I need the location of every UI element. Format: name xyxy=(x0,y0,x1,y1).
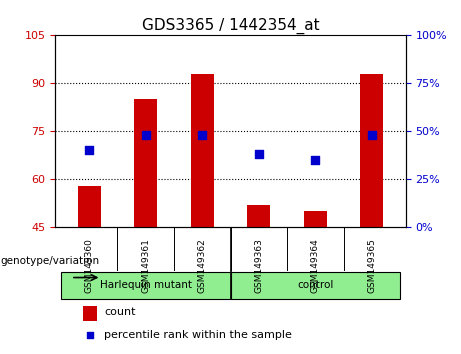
Bar xyxy=(248,205,270,227)
Text: genotype/variation: genotype/variation xyxy=(0,256,99,266)
Point xyxy=(86,148,93,153)
Text: GSM149365: GSM149365 xyxy=(367,238,376,293)
Text: GSM149363: GSM149363 xyxy=(254,238,263,293)
Point xyxy=(255,152,262,157)
Bar xyxy=(83,306,97,321)
FancyBboxPatch shape xyxy=(230,272,400,299)
Text: GSM149362: GSM149362 xyxy=(198,238,207,293)
Bar xyxy=(135,99,157,227)
Bar xyxy=(304,211,326,227)
Text: percentile rank within the sample: percentile rank within the sample xyxy=(104,330,292,340)
Point xyxy=(368,132,375,138)
Text: GSM149361: GSM149361 xyxy=(141,238,150,293)
Point xyxy=(142,132,149,138)
Title: GDS3365 / 1442354_at: GDS3365 / 1442354_at xyxy=(142,18,319,34)
Text: count: count xyxy=(104,307,136,318)
FancyBboxPatch shape xyxy=(61,272,230,299)
Point xyxy=(199,132,206,138)
Text: GSM149364: GSM149364 xyxy=(311,238,320,293)
Bar xyxy=(78,185,100,227)
Text: Harlequin mutant: Harlequin mutant xyxy=(100,280,192,290)
Bar xyxy=(361,74,383,227)
Text: control: control xyxy=(297,280,333,290)
Point xyxy=(312,157,319,163)
Bar xyxy=(191,74,213,227)
Text: GSM149360: GSM149360 xyxy=(85,238,94,293)
